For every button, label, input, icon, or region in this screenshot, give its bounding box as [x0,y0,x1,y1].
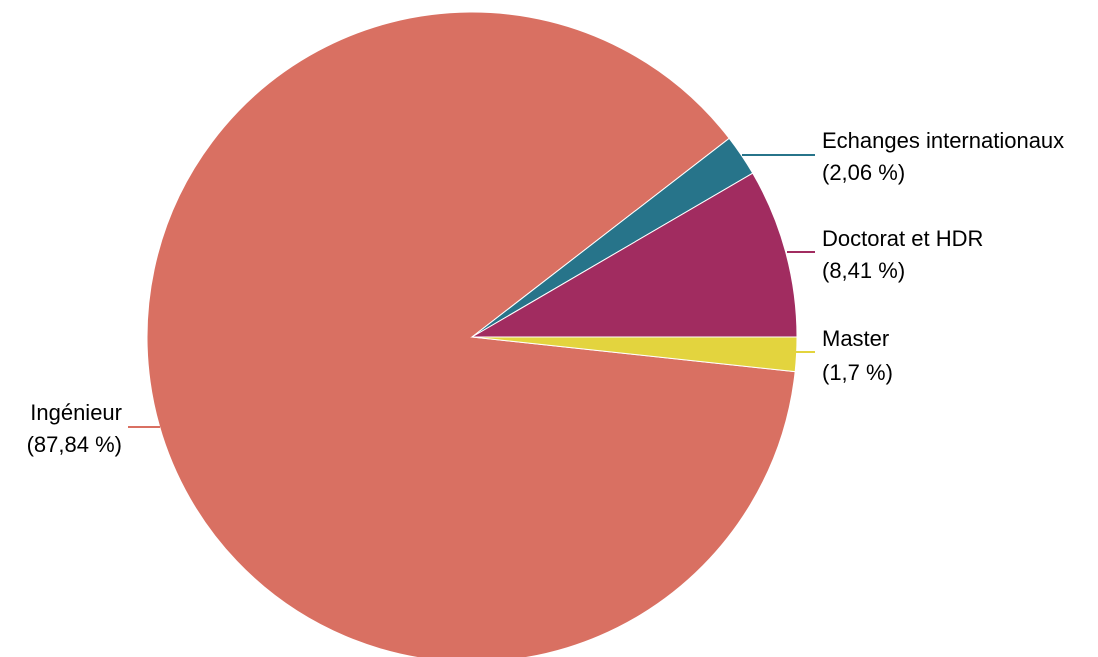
slice-label-doctorat-hdr: Doctorat et HDR [822,226,983,251]
slice-value-echanges-internationaux: (2,06 %) [822,160,905,185]
slice-label-master: Master [822,326,889,351]
slice-label-echanges-internationaux: Echanges internationaux [822,128,1064,153]
pie-slice-master [471,336,798,373]
leader-lines [128,154,815,428]
pie-slice-doctorat-hdr [470,172,798,338]
pie-slices [146,11,798,657]
slice-value-doctorat-hdr: (8,41 %) [822,258,905,283]
slice-label-ingenieur: Ingénieur [30,400,122,425]
slice-value-master: (1,7 %) [822,360,893,385]
slice-value-ingenieur: (87,84 %) [27,432,122,457]
slice-labels: Ingénieur (87,84 %) Echanges internationau… [27,128,1065,457]
pie-slice-ingenieur [146,11,796,657]
